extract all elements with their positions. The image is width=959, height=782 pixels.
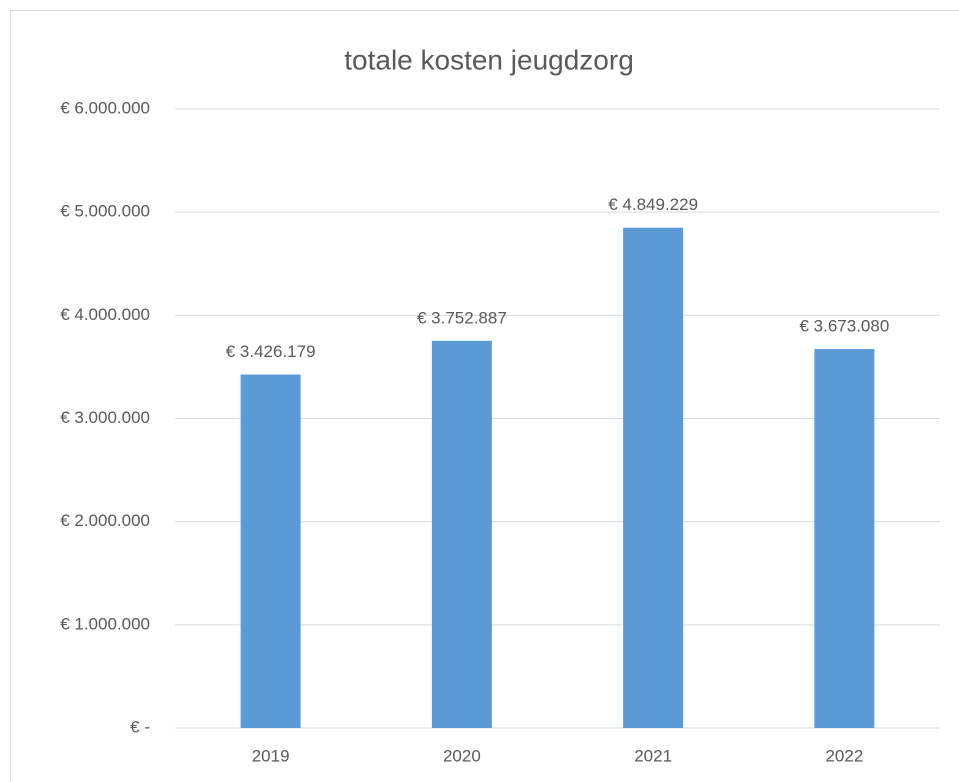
y-tick-label: € 1.000.000: [60, 614, 150, 633]
y-tick-label: € 6.000.000: [60, 98, 150, 117]
x-tick-label: 2019: [252, 746, 290, 765]
bar: [814, 349, 875, 728]
chart-title: totale kosten jeugdzorg: [344, 44, 634, 75]
x-tick-label: 2022: [825, 746, 863, 765]
value-label: € 3.752.887: [417, 308, 507, 327]
bar: [623, 227, 684, 729]
y-tick-label: € 4.000.000: [60, 305, 150, 324]
value-label: € 3.673.080: [799, 317, 889, 336]
value-label: € 4.849.229: [608, 195, 698, 214]
x-tick-label: 2021: [634, 746, 672, 765]
y-tick-label: € -: [130, 717, 150, 736]
value-label: € 3.426.179: [226, 342, 316, 361]
bar: [431, 340, 492, 728]
y-tick-label: € 5.000.000: [60, 202, 150, 221]
y-tick-label: € 2.000.000: [60, 511, 150, 530]
x-tick-label: 2020: [443, 746, 481, 765]
bar: [240, 374, 301, 728]
y-tick-label: € 3.000.000: [60, 408, 150, 427]
